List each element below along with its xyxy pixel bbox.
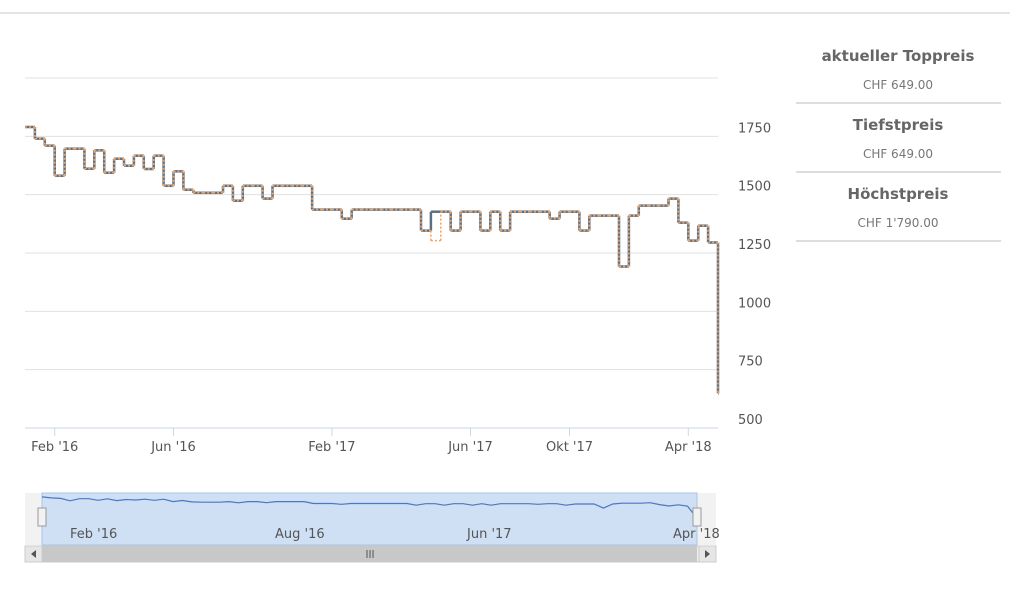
y-tick-label: 1750 xyxy=(738,121,771,136)
summary-label: Tiefstpreis xyxy=(853,116,944,134)
y-tick-label: 1500 xyxy=(738,180,771,195)
y-tick-label: 1000 xyxy=(738,296,771,311)
summary-value: CHF 649.00 xyxy=(863,78,933,92)
x-tick-label: Jun '16 xyxy=(150,440,196,455)
x-tick-label: Apr '18 xyxy=(665,440,712,455)
navigator-label: Apr '18 xyxy=(673,527,720,542)
scroll-grip xyxy=(366,550,374,558)
arrow-right xyxy=(705,550,710,558)
navigator-handle[interactable] xyxy=(37,507,47,527)
summary-value: CHF 649.00 xyxy=(863,147,933,161)
y-tick-label: 500 xyxy=(738,413,763,428)
summary-label: aktueller Toppreis xyxy=(822,47,975,65)
x-tick-label: Feb '17 xyxy=(308,440,355,455)
navigator-label: Jun '17 xyxy=(466,527,512,542)
arrow-left xyxy=(31,550,36,558)
navigator-label: Aug '16 xyxy=(275,527,325,542)
navigator-selection[interactable] xyxy=(41,492,698,546)
x-tick-label: Feb '16 xyxy=(31,440,78,455)
navigator-label: Feb '16 xyxy=(70,527,117,542)
x-tick-label: Jun '17 xyxy=(447,440,493,455)
summary-label: Höchstpreis xyxy=(848,185,949,203)
navigator-line xyxy=(41,496,698,519)
navigator-series xyxy=(41,496,698,519)
y-tick-label: 1250 xyxy=(738,238,771,253)
summary-value: CHF 1'790.00 xyxy=(857,216,938,230)
y-tick-label: 750 xyxy=(738,355,763,370)
navigator-handle[interactable] xyxy=(692,507,702,527)
x-tick-label: Okt '17 xyxy=(546,440,593,455)
